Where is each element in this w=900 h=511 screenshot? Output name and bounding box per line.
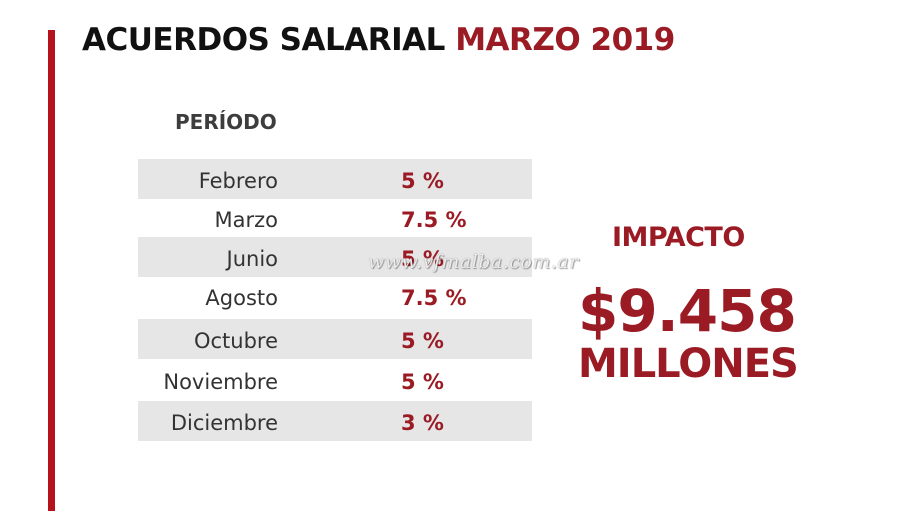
month-label: Agosto: [205, 286, 278, 310]
percent-value: 3 %: [401, 411, 444, 435]
month-label: Noviembre: [163, 370, 278, 394]
title-main: ACUERDOS SALARIAL: [82, 22, 445, 58]
percent-value: 5 %: [401, 247, 444, 271]
table-row: Noviembre 5 %: [138, 360, 532, 400]
period-column-header: PERÍODO: [175, 110, 277, 134]
percent-value: 5 %: [401, 329, 444, 353]
page-title: ACUERDOS SALARIAL MARZO 2019: [82, 22, 675, 58]
table-row: Junio 5 %: [138, 237, 532, 277]
percent-value: 7.5 %: [401, 286, 467, 310]
percent-value: 7.5 %: [401, 208, 467, 232]
table-row: Diciembre 3 %: [138, 401, 532, 441]
title-date: MARZO 2019: [455, 22, 675, 58]
table-row: Octubre 5 %: [138, 319, 532, 359]
impact-unit: MILLONES: [578, 341, 799, 387]
month-label: Febrero: [198, 169, 278, 193]
month-label: Diciembre: [170, 411, 278, 435]
watermark-text: www.vfmalba.com.ar: [368, 251, 579, 273]
percent-value: 5 %: [401, 169, 444, 193]
month-label: Marzo: [214, 208, 279, 232]
left-accent-bar: [48, 30, 55, 511]
table-row: Febrero 5 %: [138, 159, 532, 199]
month-label: Junio: [226, 247, 279, 271]
table-row: Agosto 7.5 %: [138, 276, 532, 316]
impact-label: IMPACTO: [612, 222, 745, 253]
table-row: Marzo 7.5 %: [138, 198, 532, 238]
percent-value: 5 %: [401, 370, 444, 394]
month-label: Octubre: [193, 329, 278, 353]
impact-amount: $9.458: [578, 277, 797, 345]
